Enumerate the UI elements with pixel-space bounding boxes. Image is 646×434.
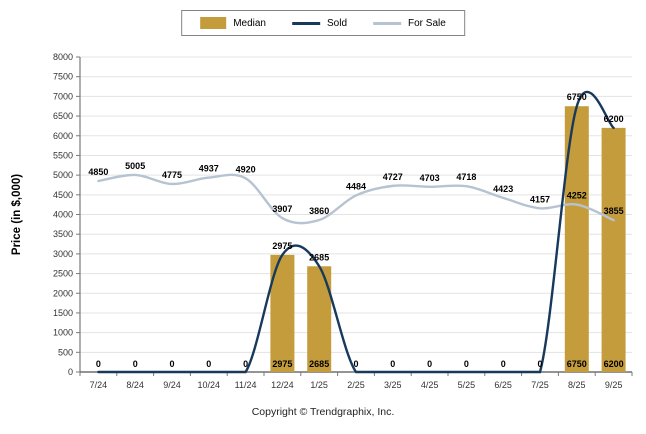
median-base-label: 0 [206,359,211,369]
legend-label-median: Median [233,17,266,29]
y-tick-label: 1000 [53,328,73,338]
legend-item-sold: Sold [292,18,347,29]
for-sale-value-label: 3855 [604,206,624,216]
y-tick-label: 6500 [53,111,73,121]
copyright-text: Copyright © Trendgraphix, Inc. [251,406,395,418]
median-peak-label: 6200 [604,114,624,124]
for-sale-value-label: 4703 [420,173,440,183]
for-sale-line [97,173,615,225]
for-sale-value-label: 4937 [199,164,219,174]
median-base-label: 0 [353,359,358,369]
sold-line [97,90,615,374]
y-tick-label: 500 [58,347,73,357]
for-sale-value-label: 3860 [309,206,329,216]
for-sale-value-label: 4727 [383,172,403,182]
median-base-label: 0 [96,359,101,369]
median-base-label: 2975 [272,359,292,369]
x-tick-label: 11/24 [235,380,257,390]
y-tick-label: 0 [68,367,73,377]
y-tick-label: 3500 [53,229,73,239]
for-sale-value-label: 4423 [493,184,513,194]
y-tick-label: 5000 [53,170,73,180]
median-base-label: 0 [464,359,469,369]
y-tick-label: 7500 [53,72,73,82]
for-sale-value-label: 5005 [125,161,145,171]
x-tick-label: 9/24 [163,380,181,390]
sold-line-swatch-icon [292,21,320,25]
for-sale-value-label: 4920 [236,164,256,174]
x-tick-label: 5/25 [458,380,476,390]
median-peak-label: 6750 [567,92,587,102]
median-peak-label: 2685 [309,252,329,262]
y-tick-label: 4000 [53,210,73,220]
median-base-label: 6200 [604,359,624,369]
y-tick-label: 5500 [53,150,73,160]
median-peak-label: 2975 [272,241,292,251]
x-tick-label: 1/25 [310,380,328,390]
y-tick-label: 6000 [53,131,73,141]
for-sale-value-label: 4157 [530,194,550,204]
x-tick-label: 7/24 [90,380,108,390]
for-sale-value-label: 4718 [456,172,476,182]
for-sale-line-swatch-icon [373,21,402,25]
median-base-label: 0 [133,359,138,369]
y-tick-label: 8000 [53,52,73,62]
median-swatch-icon [200,17,227,29]
for-sale-value-label: 3907 [272,204,292,214]
median-base-label: 0 [390,359,395,369]
median-base-label: 2685 [309,359,329,369]
median-base-label: 0 [169,359,174,369]
median-base-label: 0 [243,359,248,369]
median-base-label: 6750 [567,359,587,369]
x-tick-label: 3/25 [384,380,402,390]
x-tick-label: 7/25 [531,380,549,390]
x-tick-label: 8/25 [568,380,586,390]
y-tick-label: 4500 [53,190,73,200]
for-sale-value-label: 4252 [567,191,587,201]
for-sale-value-label: 4775 [162,170,182,180]
legend-label-for-sale: For Sale [408,17,446,29]
for-sale-value-label: 4484 [346,181,366,191]
x-tick-label: 4/25 [421,380,439,390]
chart-legend: Median Sold For Sale [181,10,465,36]
y-tick-label: 7000 [53,91,73,101]
y-tick-label: 3000 [53,249,73,259]
x-tick-label: 9/25 [605,380,623,390]
median-base-label: 0 [501,359,506,369]
y-tick-label: 1500 [53,308,73,318]
x-tick-label: 12/24 [271,380,294,390]
median-base-label: 0 [427,359,432,369]
legend-label-sold: Sold [327,17,348,29]
median-base-label: 0 [537,359,542,369]
median-bar [307,266,332,372]
median-bar [601,127,626,372]
x-tick-label: 2/25 [347,380,365,390]
y-tick-label: 2000 [53,288,73,298]
x-tick-label: 10/24 [198,380,221,390]
legend-item-median: Median [200,17,266,29]
x-tick-label: 6/25 [494,380,512,390]
x-tick-label: 8/24 [126,380,144,390]
y-tick-label: 2500 [53,269,73,279]
legend-item-for-sale: For Sale [373,18,446,29]
y-axis-title: Price (in $,000) [11,174,23,255]
for-sale-value-label: 4850 [88,167,108,177]
